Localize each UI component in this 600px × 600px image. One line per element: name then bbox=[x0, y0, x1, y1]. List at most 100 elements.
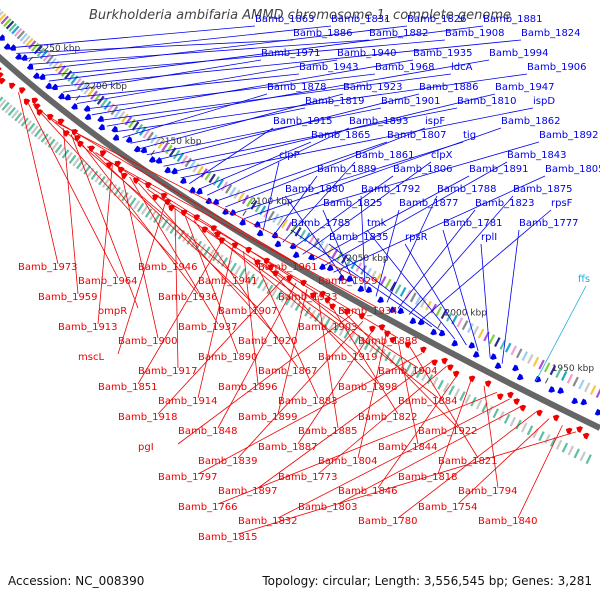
forward-gene-label: Bamb_1861 bbox=[355, 150, 415, 161]
inner-track-segment bbox=[400, 359, 407, 370]
inner-track-segment bbox=[51, 141, 59, 151]
tick-label: 2200 kbp bbox=[85, 82, 128, 92]
inner-track-segment bbox=[304, 306, 312, 317]
forward-gene-label: Bamb_1947 bbox=[495, 82, 555, 93]
forward-gene-arrow bbox=[140, 146, 148, 154]
leader-line bbox=[156, 195, 399, 339]
inner-track-segment bbox=[464, 393, 472, 404]
reverse-gene-arrow bbox=[31, 97, 39, 105]
leader-line bbox=[106, 59, 490, 127]
inner-track-segment bbox=[585, 454, 592, 465]
leader-line bbox=[263, 263, 379, 385]
leader-line bbox=[76, 59, 338, 104]
leader-line bbox=[253, 257, 319, 399]
inner-track-segment bbox=[65, 151, 73, 162]
inner-track-segment bbox=[526, 425, 534, 436]
outer-track-segment bbox=[0, 15, 9, 25]
forward-gene-label: Bamb_1810 bbox=[457, 96, 517, 107]
forward-gene-label: rplI bbox=[481, 232, 497, 243]
forward-gene-label: Bamb_1881 bbox=[483, 14, 543, 25]
forward-gene-label: Bamb_1862 bbox=[501, 116, 561, 127]
reverse-gene-label: Bamb_1920 bbox=[238, 336, 298, 347]
forward-gene-arrow bbox=[84, 113, 92, 120]
forward-gene-label: Bamb_1792 bbox=[361, 184, 421, 195]
forward-gene-arrow bbox=[594, 408, 600, 416]
inner-track-segment bbox=[561, 442, 569, 453]
outer-track-segment bbox=[430, 303, 438, 314]
reverse-gene-label: Bamb_1946 bbox=[138, 262, 198, 273]
forward-gene-arrow bbox=[557, 387, 564, 394]
outer-track-segment bbox=[394, 284, 402, 295]
reverse-gene-arrow bbox=[389, 336, 397, 344]
reverse-gene-arrow bbox=[576, 426, 583, 433]
leader-line bbox=[189, 127, 274, 184]
inner-track-segment bbox=[459, 391, 466, 401]
forward-gene-arrow bbox=[289, 242, 297, 250]
outer-track-segment bbox=[461, 320, 469, 331]
reverse-gene-arrow bbox=[0, 72, 4, 79]
forward-gene-arrow bbox=[256, 229, 264, 237]
inner-track-segment bbox=[410, 365, 418, 376]
reverse-gene-label: Bamb_1973 bbox=[18, 262, 78, 273]
reverse-gene-label: Bamb_1840 bbox=[478, 516, 538, 527]
forward-gene-arrow bbox=[345, 275, 353, 283]
inner-track-segment bbox=[492, 408, 500, 419]
leader-line bbox=[86, 146, 259, 309]
leader-line bbox=[243, 251, 259, 385]
forward-gene-arrow bbox=[196, 187, 203, 195]
leader-line bbox=[328, 243, 444, 334]
leader-line bbox=[501, 229, 520, 364]
reverse-gene-label: Bamb_1797 bbox=[158, 472, 218, 483]
forward-gene-label: Bamb_1886 bbox=[419, 82, 479, 93]
inner-track-segment bbox=[152, 213, 161, 224]
forward-gene-label: Bamb_1785 bbox=[291, 218, 351, 229]
outer-track-segment bbox=[584, 382, 591, 393]
forward-gene-arrow bbox=[357, 285, 365, 292]
forward-gene-arrow bbox=[111, 125, 118, 133]
reverse-gene-label: Bamb_1890 bbox=[198, 352, 258, 363]
outer-track-segment bbox=[488, 334, 496, 345]
inner-track-segment bbox=[338, 326, 346, 337]
outer-track-segment bbox=[365, 267, 372, 278]
forward-gene-label: Bamb_1877 bbox=[399, 198, 459, 209]
inner-track-segment bbox=[333, 323, 341, 334]
leader-line bbox=[262, 161, 280, 231]
reverse-gene-label: Bamb_1959 bbox=[38, 292, 98, 303]
inner-track-segment bbox=[4, 104, 13, 114]
leader-line bbox=[146, 107, 382, 156]
forward-gene-arrow bbox=[409, 317, 417, 325]
leader-line bbox=[442, 229, 479, 352]
inner-track-segment bbox=[280, 292, 288, 303]
leader-line bbox=[457, 418, 550, 505]
reverse-gene-label: Bamb_1766 bbox=[178, 502, 238, 513]
forward-gene-label: Bamb_1865 bbox=[311, 130, 371, 141]
tick-label: 2100 kbp bbox=[250, 197, 293, 207]
outer-track-segment bbox=[322, 243, 330, 253]
inner-track-segment bbox=[109, 183, 118, 194]
reverse-gene-label: Bamb_1754 bbox=[418, 502, 478, 513]
forward-gene-label: Bamb_1893 bbox=[349, 116, 409, 127]
leader-line bbox=[16, 39, 294, 54]
reverse-gene-label: Bamb_1832 bbox=[238, 516, 298, 527]
leader-line bbox=[480, 243, 491, 358]
outer-track-segment bbox=[67, 72, 76, 82]
leader-line bbox=[284, 195, 345, 279]
forward-gene-arrow bbox=[57, 92, 65, 100]
reverse-gene-label: Bamb_1917 bbox=[138, 366, 198, 377]
outer-track-segment bbox=[589, 385, 597, 396]
forward-gene-label: Bamb_1882 bbox=[369, 28, 429, 39]
reverse-gene-label: Bamb_1913 bbox=[58, 322, 118, 333]
forward-gene-label: Bamb_1935 bbox=[413, 48, 473, 59]
forward-gene-label: Bamb_1908 bbox=[445, 28, 505, 39]
inner-track-segment bbox=[343, 329, 351, 339]
outer-track-segment bbox=[521, 351, 529, 362]
forward-gene-arrow bbox=[274, 240, 282, 248]
leader-line bbox=[337, 405, 523, 505]
reverse-gene-arrow bbox=[378, 324, 386, 331]
inner-track-segment bbox=[579, 451, 586, 462]
reverse-gene-label: Bamb_1885 bbox=[298, 426, 358, 437]
inner-track-segment bbox=[54, 143, 63, 154]
leader-line bbox=[193, 219, 299, 369]
inner-track-segment bbox=[289, 298, 297, 309]
forward-gene-label: Bamb_1863 bbox=[255, 14, 315, 25]
